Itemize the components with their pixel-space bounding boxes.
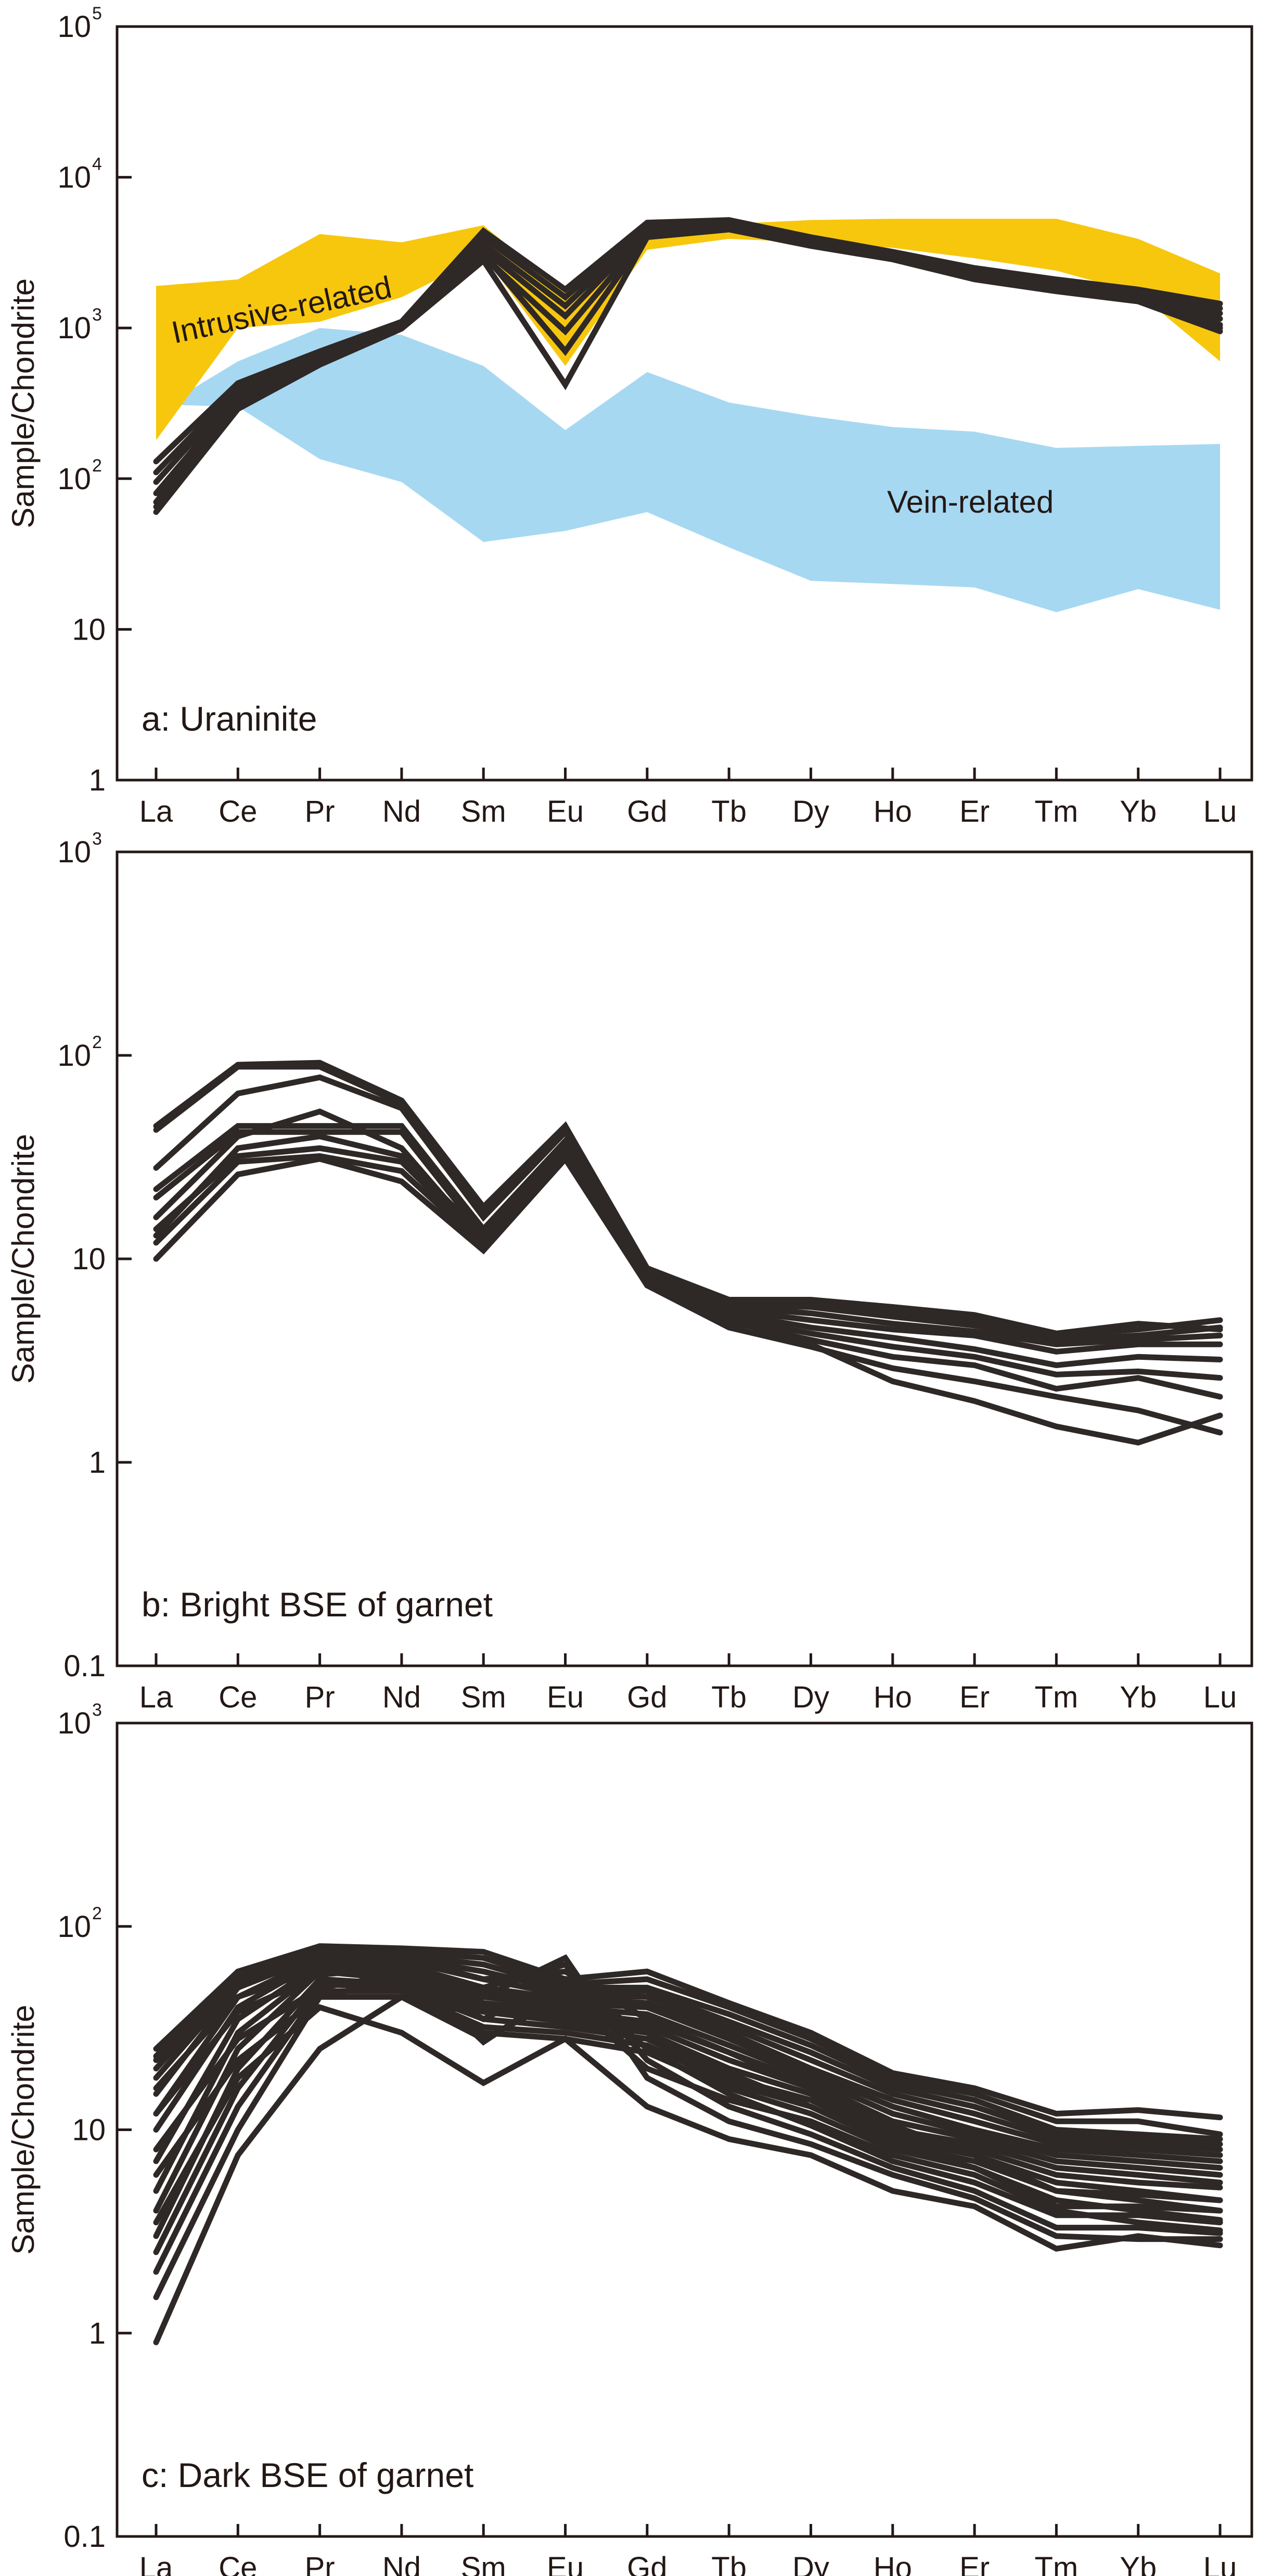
y-tick-exponent: 2 bbox=[92, 456, 102, 476]
y-tick-label: 10 bbox=[57, 10, 91, 44]
x-tick-label-dy: Dy bbox=[792, 1680, 829, 1714]
x-tick-label-nd: Nd bbox=[382, 2551, 421, 2576]
plot-frame bbox=[116, 25, 1253, 782]
x-tick-label-tm: Tm bbox=[1035, 1680, 1079, 1714]
x-tick-label-sm: Sm bbox=[461, 1680, 506, 1714]
x-tick-label-lu: Lu bbox=[1203, 2551, 1237, 2576]
x-tick-label-pr: Pr bbox=[305, 2551, 335, 2576]
series-line-21 bbox=[153, 1955, 1223, 2203]
x-tick-label-ce: Ce bbox=[219, 795, 257, 828]
y-tick-exponent: 3 bbox=[92, 305, 102, 325]
plot-frame bbox=[116, 850, 1253, 1667]
x-tick-label-dy: Dy bbox=[792, 2551, 829, 2576]
y-tick-exponent: 4 bbox=[92, 155, 102, 174]
x-tick-label-nd: Nd bbox=[382, 1680, 421, 1714]
x-tick-label-yb: Yb bbox=[1120, 2551, 1157, 2576]
x-tick-label-gd: Gd bbox=[627, 2551, 667, 2576]
x-tick-label-pr: Pr bbox=[305, 1680, 335, 1714]
x-tick-label-ho: Ho bbox=[874, 2551, 912, 2576]
x-tick-label-yb: Yb bbox=[1120, 795, 1157, 828]
y-tick-label: 10 bbox=[57, 462, 91, 496]
x-tick-label-lu: Lu bbox=[1203, 1680, 1237, 1714]
band-label-vein-related: Vein-related bbox=[887, 484, 1054, 519]
x-tick-label-la: La bbox=[139, 2551, 173, 2576]
x-tick-label-ce: Ce bbox=[219, 1680, 257, 1714]
y-tick-exponent: 2 bbox=[92, 1904, 102, 1923]
series-line-19 bbox=[153, 1966, 1223, 2226]
series-line-20 bbox=[153, 1961, 1223, 2214]
x-tick-label-tb: Tb bbox=[711, 1680, 747, 1714]
series-line-18 bbox=[153, 1961, 1223, 2236]
x-tick-label-la: La bbox=[139, 795, 173, 828]
y-tick-label: 1 bbox=[89, 763, 106, 797]
y-tick-label: 0.1 bbox=[63, 2520, 106, 2554]
x-tick-label-tm: Tm bbox=[1035, 795, 1079, 828]
y-tick-label: 10 bbox=[72, 2113, 106, 2147]
series-line-7 bbox=[153, 1957, 1223, 2164]
x-tick-label-eu: Eu bbox=[547, 2551, 584, 2576]
series-line-7 bbox=[153, 226, 1223, 510]
y-axis-label: Sample/Chondrite bbox=[6, 278, 41, 528]
series-line-10 bbox=[153, 1133, 1223, 1446]
x-tick-label-tb: Tb bbox=[711, 795, 747, 828]
y-tick-exponent: 5 bbox=[92, 4, 102, 23]
x-tick-label-ce: Ce bbox=[219, 2551, 257, 2576]
x-tick-label-er: Er bbox=[959, 2551, 990, 2576]
y-tick-label: 10 bbox=[57, 161, 91, 195]
x-tick-label-pr: Pr bbox=[305, 795, 335, 828]
band-intrusive-related bbox=[156, 219, 1220, 440]
x-tick-label-tm: Tm bbox=[1035, 2551, 1079, 2576]
series-line-5 bbox=[153, 1129, 1223, 1355]
x-tick-label-nd: Nd bbox=[382, 795, 421, 828]
x-tick-label-eu: Eu bbox=[547, 1680, 584, 1714]
x-tick-label-gd: Gd bbox=[627, 1680, 667, 1714]
band-vein-related bbox=[166, 328, 1220, 613]
x-tick-label-ho: Ho bbox=[874, 795, 912, 828]
y-tick-label: 1 bbox=[89, 2316, 106, 2350]
y-tick-label: 10 bbox=[57, 1910, 91, 1944]
y-axis-label: Sample/Chondrite bbox=[6, 1134, 41, 1384]
y-tick-label: 10 bbox=[57, 311, 91, 345]
y-tick-label: 10 bbox=[57, 1706, 91, 1740]
x-tick-label-yb: Yb bbox=[1120, 1680, 1157, 1714]
x-tick-label-sm: Sm bbox=[461, 795, 506, 828]
series-line-17 bbox=[153, 1954, 1223, 2242]
y-tick-label: 10 bbox=[57, 1039, 91, 1073]
y-tick-exponent: 3 bbox=[92, 1700, 102, 1720]
x-tick-label-la: La bbox=[139, 1680, 173, 1714]
x-tick-label-tb: Tb bbox=[711, 2551, 747, 2576]
y-tick-label: 10 bbox=[72, 613, 106, 646]
panel-label: b: Bright BSE of garnet bbox=[142, 1585, 493, 1624]
y-tick-label: 10 bbox=[72, 1242, 106, 1276]
x-tick-label-er: Er bbox=[959, 1680, 990, 1714]
panel-label: a: Uraninite bbox=[142, 699, 317, 738]
x-tick-label-er: Er bbox=[959, 795, 990, 828]
x-tick-label-eu: Eu bbox=[547, 795, 584, 828]
series-line-9 bbox=[153, 1154, 1223, 1436]
x-tick-label-dy: Dy bbox=[792, 795, 829, 828]
series-line-3 bbox=[153, 1074, 1223, 1343]
y-tick-exponent: 3 bbox=[92, 829, 102, 849]
x-tick-label-ho: Ho bbox=[874, 1680, 912, 1714]
series-line-6 bbox=[153, 1108, 1223, 1368]
series-line-16 bbox=[153, 2004, 1223, 2252]
y-tick-label: 1 bbox=[89, 1446, 106, 1480]
y-axis-label: Sample/Chondrite bbox=[6, 2005, 41, 2254]
x-tick-label-gd: Gd bbox=[627, 795, 667, 828]
panel-label: c: Dark BSE of garnet bbox=[142, 2456, 473, 2494]
y-tick-label: 10 bbox=[57, 835, 91, 869]
x-tick-label-lu: Lu bbox=[1203, 795, 1237, 828]
x-tick-label-sm: Sm bbox=[461, 2551, 506, 2576]
y-tick-exponent: 2 bbox=[92, 1032, 102, 1052]
y-tick-label: 0.1 bbox=[63, 1649, 106, 1683]
series-line-8 bbox=[153, 1151, 1223, 1400]
